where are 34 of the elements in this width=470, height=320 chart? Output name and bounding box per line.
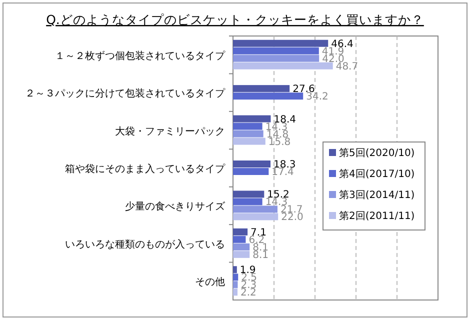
data-label: 8.1 bbox=[252, 250, 269, 261]
legend-label: 第4回(2017/10) bbox=[339, 168, 415, 180]
y-tick-label: 箱や袋にそのまま入っているタイプ bbox=[65, 163, 226, 175]
bar bbox=[233, 138, 266, 145]
bar bbox=[233, 115, 271, 122]
legend-label: 第3回(2014/11) bbox=[339, 189, 415, 201]
bar bbox=[233, 47, 319, 54]
data-label: 48.7 bbox=[336, 61, 358, 72]
bar bbox=[233, 266, 237, 274]
bar bbox=[233, 130, 264, 138]
bar bbox=[233, 206, 278, 213]
y-tick-label: ２～３パックに分けて包装されているタイプ bbox=[25, 88, 226, 100]
bar bbox=[233, 274, 238, 281]
bar bbox=[233, 243, 250, 250]
chart-title: Q.どのようなタイプのビスケット・クッキーをよく買いますか？ bbox=[46, 12, 424, 27]
bar bbox=[233, 250, 250, 258]
legend-label: 第5回(2020/10) bbox=[339, 147, 415, 159]
y-tick-label: １～２枚ずつ個包装されているタイプ bbox=[55, 50, 226, 62]
bar bbox=[233, 190, 264, 198]
bar bbox=[233, 288, 238, 296]
bar bbox=[233, 236, 246, 243]
y-tick-label: いろいろな種類のものが入っている bbox=[65, 238, 225, 250]
bar bbox=[233, 281, 238, 288]
bar bbox=[233, 54, 320, 62]
bar bbox=[233, 40, 328, 47]
legend-label: 第2回(2011/11) bbox=[339, 210, 415, 222]
y-tick-label: その他 bbox=[195, 276, 225, 288]
bar bbox=[233, 62, 333, 70]
bar bbox=[233, 198, 262, 206]
y-tick-label: 大袋・ファミリーパック bbox=[115, 125, 225, 138]
bar bbox=[233, 228, 248, 236]
bar bbox=[233, 213, 278, 220]
y-tick-label: 少量の食べきりサイズ bbox=[125, 200, 226, 213]
bar bbox=[233, 122, 262, 130]
